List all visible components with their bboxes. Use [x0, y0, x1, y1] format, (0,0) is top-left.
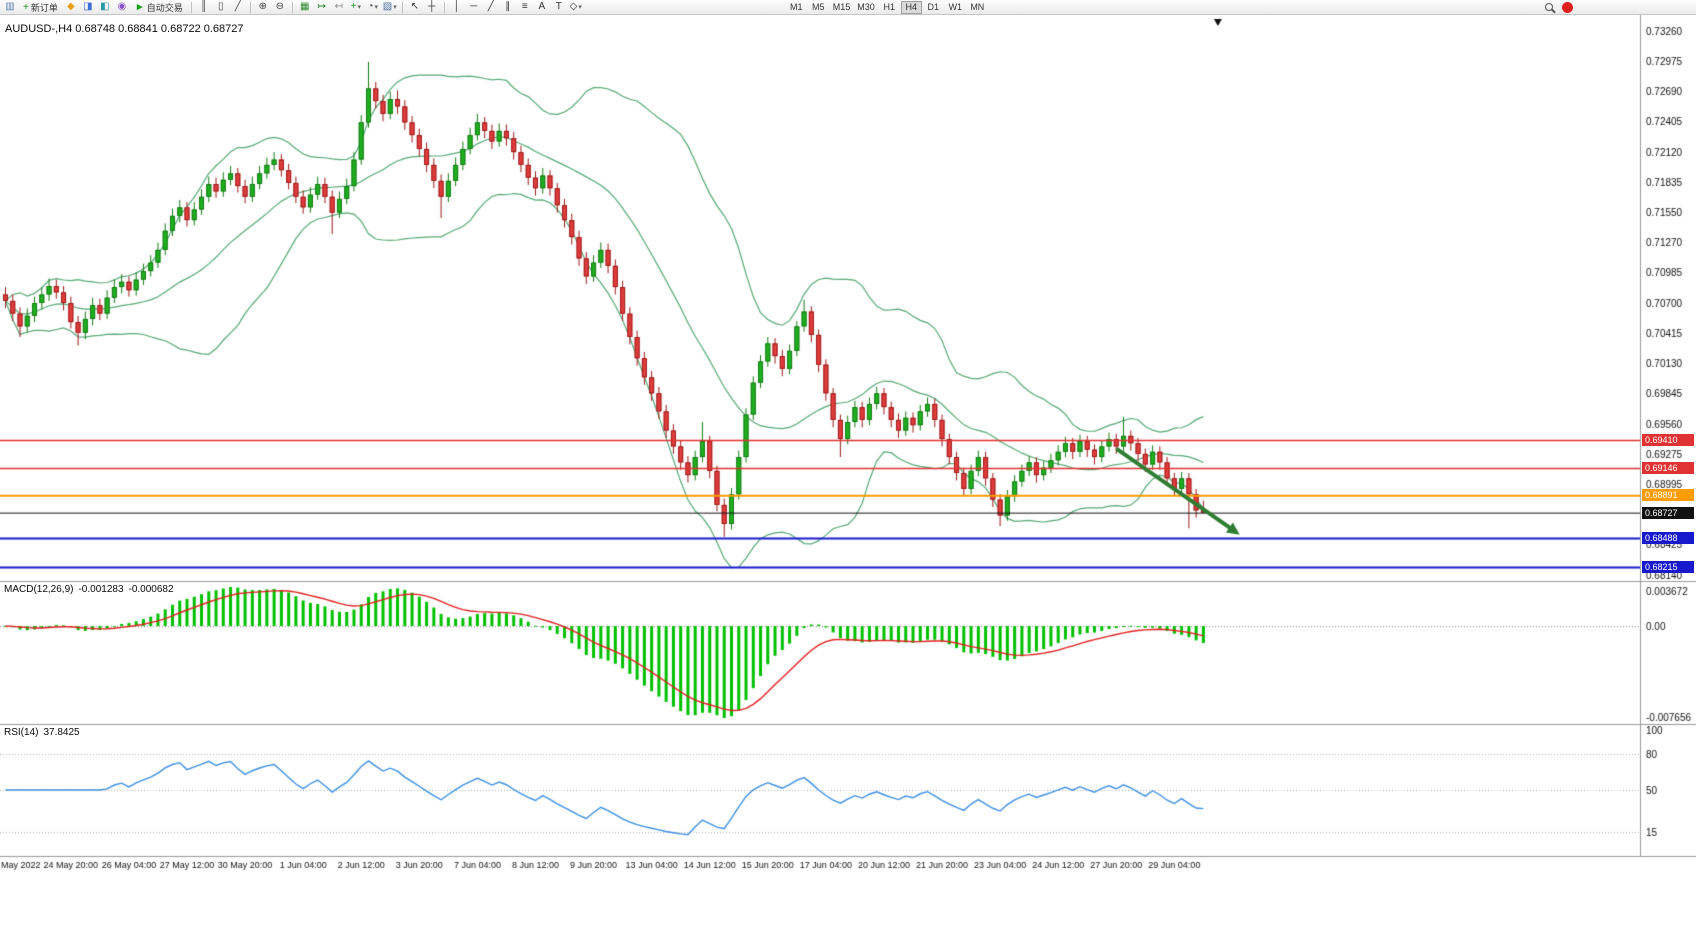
chart-ohlc-header: AUDUSD-,H4 0.68748 0.68841 0.68722 0.687…	[5, 23, 244, 35]
toolbar: ▥ + 新订单 ◆ ◨ ◧ ◉ ► 自动交易 ║ ▯ ╱ ⊕ ⊖ ▦ ↦ ↤ + ▾ ◔ ▾ ▧ ▾ ↖ ┼ │ ─ ╱ ∥ ≡ A T ◇ ▾ M…	[0, 0, 1696, 15]
timeframe-d1-button[interactable]: D1	[927, 2, 940, 12]
channel-icon[interactable]: ∥	[505, 1, 511, 12]
timeframe-h4-button[interactable]: H4	[900, 0, 922, 14]
line-chart-mode-icon[interactable]: ╱	[234, 1, 241, 12]
market-watch-icon[interactable]: ◨	[83, 1, 93, 12]
timeframe-m15-button[interactable]: M15	[832, 2, 851, 12]
alerts-icon[interactable]: ◆	[67, 1, 75, 12]
macd-signal-value: -0.000682	[128, 584, 174, 595]
toolbar-separator	[443, 1, 445, 13]
notification-badge[interactable]	[1562, 1, 1573, 13]
navigator-icon[interactable]: ◉	[117, 1, 127, 12]
chart-shift-icon[interactable]: ↤	[334, 1, 343, 12]
rsi-value: 37.8425	[43, 727, 80, 738]
candlestick-mode-icon[interactable]: ▯	[218, 1, 224, 12]
chart-window-icon[interactable]: ▥	[5, 1, 15, 12]
vertical-line-icon[interactable]: │	[453, 1, 460, 12]
toolbar-separator	[401, 1, 403, 13]
timeframe-m1-button[interactable]: M1	[790, 2, 803, 12]
data-window-icon[interactable]: ◧	[100, 1, 110, 12]
toolbar-separator	[249, 1, 251, 13]
trendline-icon[interactable]: ╱	[487, 1, 494, 12]
tile-windows-icon[interactable]: ▦	[300, 1, 310, 12]
timeframe-h1-button[interactable]: H1	[883, 2, 896, 12]
timeframe-toolbar: M1 M5 M15 M30 H1 H4 D1 W1 MN	[786, 0, 988, 14]
timeframe-m30-button[interactable]: M30	[857, 2, 875, 12]
text-icon[interactable]: A	[538, 1, 546, 12]
zoom-out-icon[interactable]: ⊖	[275, 1, 284, 12]
chart-area: AUDUSD-,H4 0.68748 0.68841 0.68722 0.687…	[0, 15, 1696, 942]
macd-label: MACD(12,26,9) -0.001283 -0.000682	[4, 584, 174, 595]
macd-name: MACD(12,26,9)	[4, 584, 74, 595]
cursor-icon[interactable]: ↖	[410, 1, 419, 12]
timeframe-m5-button[interactable]: M5	[812, 2, 825, 12]
horizontal-line-icon[interactable]: ─	[470, 1, 478, 12]
periods-button[interactable]: ◔ ▾	[367, 1, 379, 12]
text-label-icon[interactable]: T	[555, 1, 562, 12]
price-chart-canvas[interactable]	[0, 15, 1696, 942]
indicators-button[interactable]: + ▾	[350, 1, 361, 12]
rsi-label: RSI(14) 37.8425	[4, 727, 80, 738]
toolbar-separator	[190, 1, 192, 13]
crosshair-icon[interactable]: ┼	[428, 1, 436, 12]
timeframe-w1-button[interactable]: W1	[948, 2, 963, 12]
zoom-in-icon[interactable]: ⊕	[258, 1, 267, 12]
auto-trading-button[interactable]: ► 自动交易	[134, 1, 183, 13]
rsi-name: RSI(14)	[4, 727, 39, 738]
search-icon[interactable]	[1541, 1, 1557, 14]
macd-value: -0.001283	[78, 584, 124, 595]
auto-scroll-icon[interactable]: ↦	[317, 1, 326, 12]
timeframe-mn-button[interactable]: MN	[970, 2, 985, 12]
new-order-button[interactable]: + 新订单	[23, 1, 58, 13]
fibonacci-icon[interactable]: ≡	[521, 1, 528, 12]
shapes-icon[interactable]: ◇ ▾	[569, 1, 582, 12]
toolbar-separator	[291, 1, 293, 13]
templates-button[interactable]: ▧ ▾	[382, 1, 397, 12]
bar-chart-mode-icon[interactable]: ║	[200, 1, 208, 12]
